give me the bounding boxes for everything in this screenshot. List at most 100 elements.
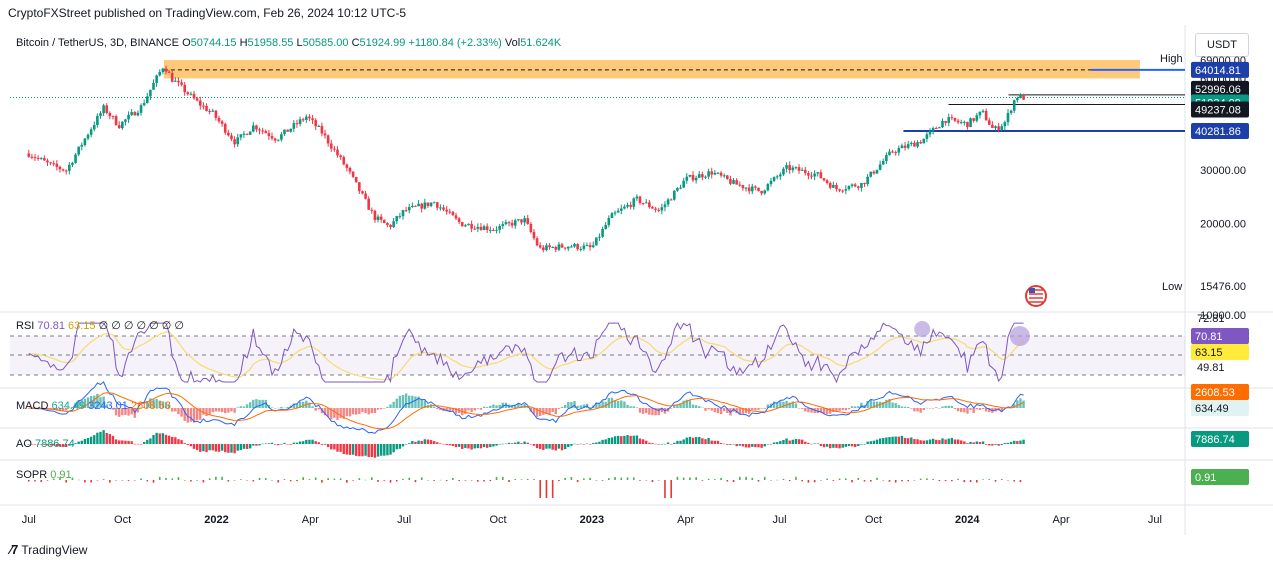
candle-body	[33, 157, 37, 159]
ao-bar	[922, 440, 925, 444]
sopr-bar	[227, 480, 230, 482]
ao-bar	[554, 444, 558, 451]
ao-bar	[732, 444, 735, 445]
ao-bar	[464, 444, 467, 449]
candle-body	[27, 153, 31, 157]
ao-bar	[966, 443, 969, 444]
candle-body	[947, 117, 951, 123]
ao-bar	[582, 444, 586, 445]
macd-histogram-bar	[1013, 404, 1016, 408]
macd-histogram-bar	[479, 408, 483, 410]
macd-histogram-bar	[825, 408, 829, 415]
ao-bar	[535, 444, 539, 449]
candle-body	[80, 145, 84, 147]
candle-body	[495, 229, 498, 231]
macd-histogram-bar	[648, 408, 651, 415]
candle-body	[841, 190, 845, 192]
ao-bar	[348, 444, 352, 455]
macd-tag: 634.49	[1195, 403, 1229, 415]
macd-histogram-bar	[292, 403, 296, 408]
macd-histogram-bar	[121, 408, 124, 416]
candle-body	[772, 177, 776, 181]
candle-body	[311, 118, 314, 121]
ao-bar	[935, 439, 938, 444]
candle-body	[301, 119, 305, 121]
ao-bar	[816, 443, 819, 445]
candle-body	[114, 116, 118, 126]
candle-body	[950, 117, 954, 119]
macd-histogram-bar	[280, 406, 283, 408]
sopr-bar	[776, 479, 779, 481]
currency-button[interactable]: USDT	[1195, 33, 1249, 57]
macd-histogram-bar	[850, 406, 854, 408]
ao-bar	[158, 433, 161, 444]
macd-histogram-bar	[355, 408, 358, 415]
candle-body	[576, 244, 579, 250]
sopr-bar	[477, 480, 479, 482]
ao-bar	[953, 439, 957, 444]
macd-histogram-bar	[186, 408, 190, 423]
candle-body	[560, 244, 564, 248]
macd-histogram-bar	[800, 408, 804, 409]
sopr-bar	[795, 476, 797, 480]
candle-body	[136, 112, 140, 116]
candle-body	[588, 245, 592, 248]
sopr-bar	[339, 478, 342, 480]
candle-body	[910, 142, 913, 145]
macd-histogram-bar	[214, 408, 218, 412]
macd-histogram-bar	[239, 406, 243, 408]
sopr-bar	[551, 480, 554, 498]
ao-bar	[567, 444, 570, 448]
candle-body	[928, 130, 932, 135]
sopr-bar	[882, 480, 885, 481]
candle-body	[61, 169, 65, 171]
sopr-bar	[389, 480, 392, 483]
ao-bar	[919, 440, 922, 444]
candle-body	[239, 134, 243, 138]
ao-bar	[847, 444, 851, 447]
sopr-bar	[957, 478, 959, 480]
ao-bar	[167, 435, 171, 444]
candle-body	[183, 84, 186, 93]
rsi-tag-bg	[1191, 328, 1249, 344]
candle-body	[227, 132, 230, 136]
macd-histogram-bar	[963, 408, 966, 413]
macd-histogram-bar	[557, 408, 561, 409]
candle-body	[127, 114, 130, 120]
macd-histogram-bar	[255, 399, 258, 408]
sopr-bar	[826, 478, 828, 480]
tag-64014-bg	[1191, 61, 1249, 78]
sopr-bar	[1013, 480, 1016, 482]
ao-bar	[258, 444, 261, 446]
ao-bar	[192, 444, 196, 449]
sopr-bar	[84, 480, 86, 483]
ao-bar	[791, 439, 795, 444]
ao-bar	[938, 440, 941, 444]
ao-bar	[286, 444, 289, 445]
x-tick-label: Oct	[865, 514, 882, 526]
ao-bar	[829, 444, 832, 449]
flag-canton	[1029, 288, 1035, 293]
ao-bar	[214, 444, 218, 452]
candle-body	[869, 171, 873, 177]
us-flag-icon[interactable]	[1025, 285, 1047, 307]
ao-bar	[676, 440, 679, 444]
sopr-bar	[720, 477, 722, 480]
ao-bar	[227, 444, 230, 453]
x-tick-label: Apr	[677, 514, 694, 526]
macd-histogram-bar	[885, 399, 888, 408]
ao-bar	[454, 444, 458, 448]
candle-body	[676, 188, 679, 191]
ao-bar	[763, 444, 766, 447]
ao-bar	[133, 443, 136, 445]
ao-bar	[171, 436, 174, 444]
candle-body	[504, 222, 508, 225]
macd-histogram-bar	[301, 401, 305, 408]
candle-body	[233, 139, 236, 145]
macd-histogram-bar	[632, 406, 635, 408]
ao-bar	[121, 440, 124, 444]
candle-body	[298, 119, 302, 124]
macd-histogram-bar	[772, 401, 776, 408]
ao-bar	[93, 435, 96, 444]
